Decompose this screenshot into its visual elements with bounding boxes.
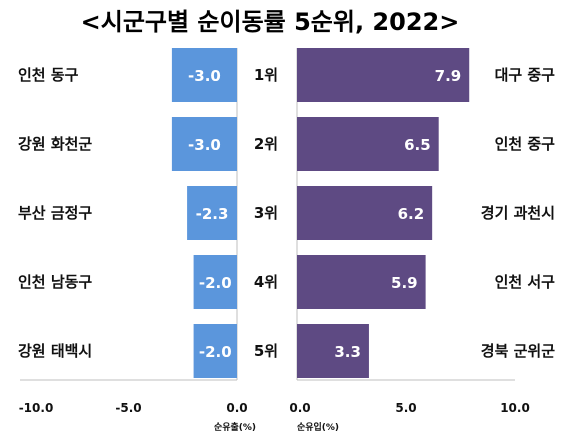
outflow-tick-label: 0.0 — [226, 401, 247, 415]
inflow-region-label: 대구 중구 — [495, 66, 556, 84]
outflow-region-label: 부산 금정구 — [18, 204, 92, 222]
inflow-axis-name: 순유입(%) — [297, 421, 339, 433]
inflow-bar — [297, 324, 369, 378]
outflow-tick-label: -10.0 — [19, 401, 54, 415]
inflow-bar — [297, 186, 433, 240]
outflow-region-label: 강원 태백시 — [18, 342, 92, 360]
outflow-value-label: -2.3 — [196, 205, 229, 223]
rank-label: 5위 — [254, 342, 278, 360]
inflow-region-label: 경기 과천시 — [481, 204, 555, 222]
outflow-region-label: 강원 화천군 — [18, 135, 92, 153]
outflow-region-label: 인천 남동구 — [18, 273, 92, 291]
inflow-value-label: 7.9 — [435, 67, 462, 85]
inflow-region-label: 인천 중구 — [495, 135, 556, 153]
outflow-tick-label: -5.0 — [115, 401, 141, 415]
rank-label: 2위 — [254, 135, 278, 153]
outflow-value-label: -2.0 — [199, 343, 232, 361]
outflow-region-label: 인천 동구 — [18, 66, 79, 84]
rank-label: 4위 — [254, 273, 278, 291]
outflow-value-label: -3.0 — [188, 136, 221, 154]
outflow-axis-name: 순유출(%) — [214, 421, 256, 433]
inflow-bar — [297, 255, 426, 309]
inflow-region-label: 경북 군위군 — [481, 342, 555, 360]
outflow-value-label: -2.0 — [199, 274, 232, 292]
outflow-value-label: -3.0 — [188, 67, 221, 85]
outflow-bar — [171, 117, 237, 171]
outflow-bar — [193, 255, 237, 309]
outflow-bar — [193, 324, 237, 378]
inflow-value-label: 6.2 — [398, 205, 425, 223]
inflow-value-label: 5.9 — [391, 274, 418, 292]
chart-title: <시군구별 순이동률 5순위, 2022> — [81, 8, 460, 36]
inflow-tick-label: 0.0 — [289, 401, 310, 415]
rank-label: 3위 — [254, 204, 278, 222]
inflow-value-label: 6.5 — [404, 136, 431, 154]
chart-marks: -3.0 인천 동구 1위 7.9 대구 중구 -3.0 강원 화천군 2위 6.5 인천 중구 -… — [18, 48, 555, 433]
rank-label: 1위 — [254, 66, 278, 84]
inflow-bar — [297, 48, 470, 102]
inflow-bar — [297, 117, 439, 171]
inflow-tick-label: 5.0 — [395, 401, 416, 415]
inflow-tick-label: 10.0 — [500, 401, 530, 415]
inflow-value-label: 3.3 — [334, 343, 361, 361]
outflow-bar — [187, 186, 237, 240]
inflow-region-label: 인천 서구 — [495, 273, 556, 291]
outflow-bar — [171, 48, 237, 102]
